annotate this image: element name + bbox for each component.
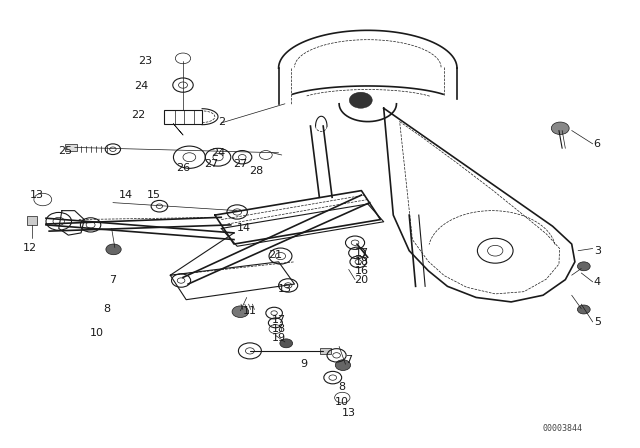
Text: 8: 8 xyxy=(339,382,346,392)
Text: 18: 18 xyxy=(355,257,369,267)
Text: 26: 26 xyxy=(176,164,190,173)
Text: 27: 27 xyxy=(205,159,219,169)
Circle shape xyxy=(106,244,121,255)
Text: 18: 18 xyxy=(271,323,285,334)
Text: 00003844: 00003844 xyxy=(542,424,582,433)
Circle shape xyxy=(577,305,590,314)
Text: 13: 13 xyxy=(29,190,44,200)
Text: 8: 8 xyxy=(103,304,110,314)
Circle shape xyxy=(335,360,351,370)
Text: 10: 10 xyxy=(335,397,349,407)
Text: 9: 9 xyxy=(301,359,308,369)
Text: 22: 22 xyxy=(131,110,145,120)
Text: 21: 21 xyxy=(268,250,282,260)
Text: 27: 27 xyxy=(233,159,248,169)
Text: 19: 19 xyxy=(271,332,285,343)
Text: 16: 16 xyxy=(355,266,369,276)
Text: 7: 7 xyxy=(345,355,352,365)
Text: 4: 4 xyxy=(594,277,601,287)
Circle shape xyxy=(232,306,248,318)
Text: 13: 13 xyxy=(278,284,292,293)
Circle shape xyxy=(349,92,372,108)
Text: 2: 2 xyxy=(218,116,225,127)
Text: 20: 20 xyxy=(355,275,369,284)
Text: 25: 25 xyxy=(58,146,72,155)
Text: 23: 23 xyxy=(138,56,152,66)
Bar xyxy=(65,144,77,151)
Circle shape xyxy=(551,122,569,134)
Text: 17: 17 xyxy=(355,248,369,258)
Text: 14: 14 xyxy=(118,190,132,200)
Text: 3: 3 xyxy=(594,246,601,256)
Circle shape xyxy=(577,262,590,271)
Bar xyxy=(27,215,37,225)
Bar xyxy=(320,348,332,354)
Text: 11: 11 xyxy=(243,306,257,316)
Text: 24: 24 xyxy=(211,148,225,158)
Text: 13: 13 xyxy=(342,408,356,418)
Text: 24: 24 xyxy=(134,81,148,91)
Text: 12: 12 xyxy=(23,243,37,254)
Text: 15: 15 xyxy=(147,190,161,200)
Text: 17: 17 xyxy=(271,315,285,325)
Text: 10: 10 xyxy=(90,328,104,338)
Circle shape xyxy=(280,339,292,348)
Text: 6: 6 xyxy=(594,139,601,149)
Bar xyxy=(164,110,202,124)
Text: 14: 14 xyxy=(236,224,251,233)
Text: 7: 7 xyxy=(109,275,116,284)
Text: 28: 28 xyxy=(249,167,264,177)
Text: 5: 5 xyxy=(594,317,601,327)
